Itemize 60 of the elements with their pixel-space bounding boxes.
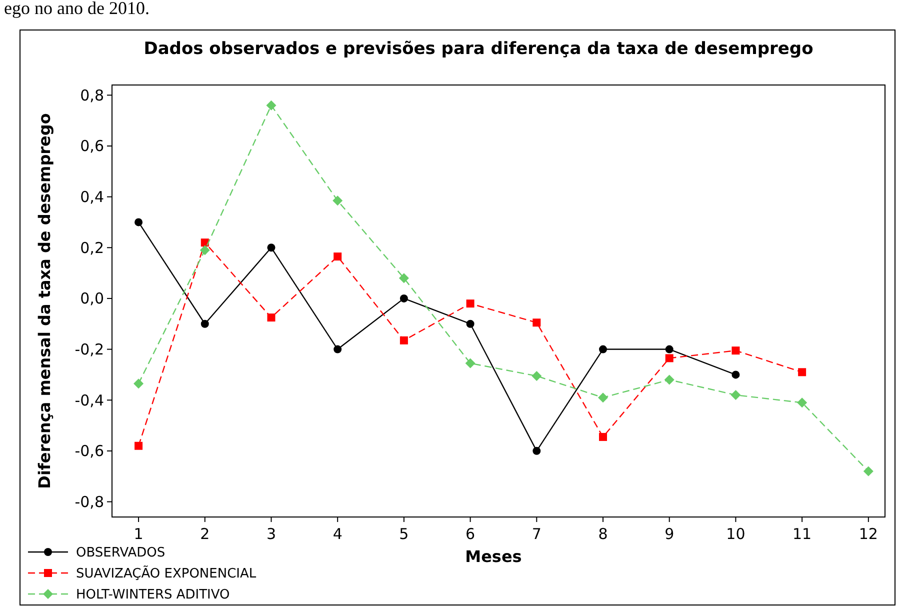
point [665,354,674,362]
point [334,252,342,261]
point [863,466,874,476]
point [134,218,143,226]
x-tick-label: 9 [664,525,674,543]
point [465,358,476,368]
point [267,314,276,322]
y-tick-label: 0,8 [80,86,104,104]
point [664,374,674,385]
point [599,432,608,441]
x-tick-label: 2 [200,525,210,543]
legend-label: SUAVIZAÇÃO EXPONENCIAL [76,566,257,582]
y-tick-label: 0,6 [80,137,104,156]
y-axis-title: Diferença mensal da taxa de desemprego [35,113,54,489]
x-tick-label: 1 [134,525,144,543]
point [599,345,608,354]
point [466,300,474,308]
y-tick-label: -0,8 [74,493,104,512]
y-tick-label: 0,2 [80,238,104,257]
point [200,245,210,256]
x-tick-label: 5 [399,525,409,543]
text: ego no ano de 2010. [4,0,150,18]
point [400,294,408,302]
point [732,346,740,355]
point [398,273,409,284]
legend-label: OBSERVADOS [76,546,166,561]
point [134,442,143,450]
x-axis-title: Meses [465,547,522,566]
x-tick-label: 4 [332,525,342,543]
point [400,336,408,344]
point [267,244,276,252]
legend-label: HOLT-WINTERS ADITIVO [76,588,230,603]
x-tick-label: 6 [466,525,476,543]
x-tick-label: 8 [598,525,608,543]
x-tick-label: 7 [532,525,542,543]
x-tick-label: 3 [266,525,276,543]
point [797,398,808,408]
x-tick-label: 10 [726,525,746,543]
point [798,368,806,376]
point [532,446,541,455]
y-tick-label: -0,6 [74,442,104,460]
point [598,392,608,403]
point [134,378,144,389]
point [532,370,542,381]
x-tick-label: 12 [858,525,878,543]
y-tick-label: 0,4 [80,188,104,206]
point [732,370,740,379]
point [200,320,209,328]
point [266,100,276,110]
y-tick-label: 0,0 [80,290,104,308]
chart-title: Dados observados e previsões para diferença da taxa de desemprego [144,39,814,59]
point [466,320,474,328]
point [332,196,343,206]
y-tick-label: -0,2 [74,340,104,359]
point [730,390,741,400]
point [665,345,674,354]
point [334,345,342,354]
y-tick-label: -0,4 [74,391,104,410]
point [532,318,541,327]
x-tick-label: 11 [792,525,812,543]
